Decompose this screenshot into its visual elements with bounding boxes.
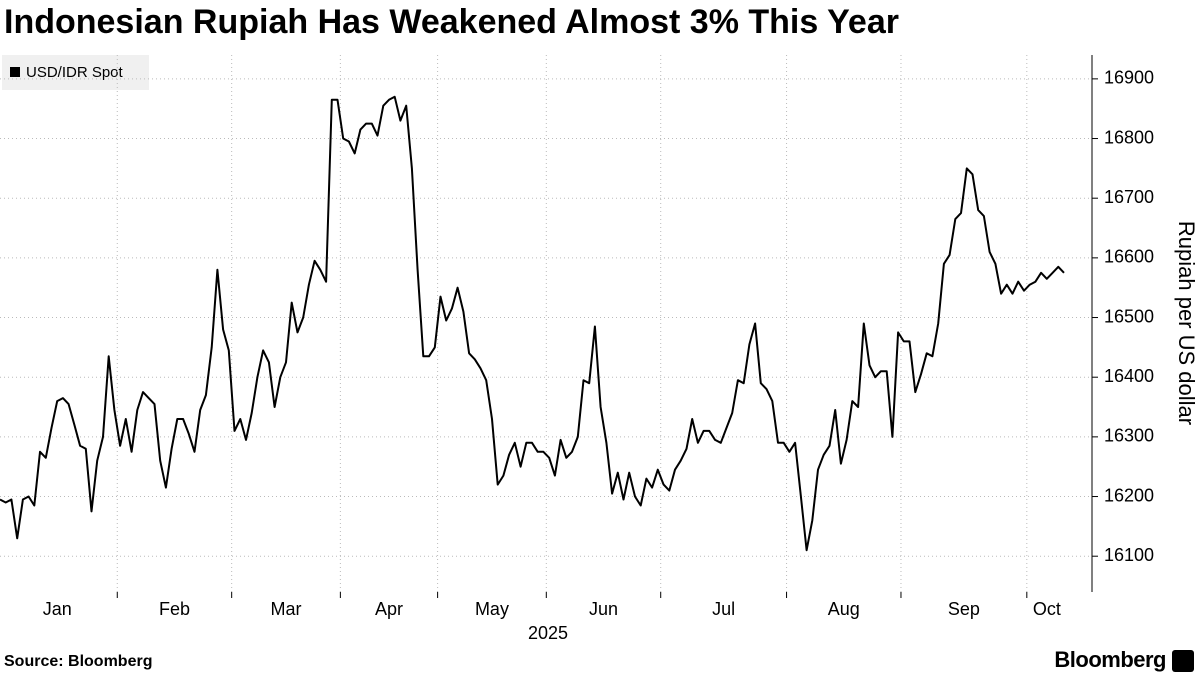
legend-swatch (10, 67, 20, 77)
x-tick-label: Jul (712, 599, 735, 619)
legend-box (2, 55, 149, 90)
y-tick-label: 16900 (1104, 68, 1154, 88)
y-tick-label: 16700 (1104, 187, 1154, 207)
x-tick-label: Oct (1033, 599, 1061, 619)
source: Source: Bloomberg (4, 653, 152, 670)
y-tick-label: 16800 (1104, 127, 1154, 147)
y-tick-label: 16300 (1104, 426, 1154, 446)
x-tick-label: Sep (948, 599, 980, 619)
x-tick-label: Mar (271, 599, 302, 619)
y-tick-label: 16200 (1104, 485, 1154, 505)
x-tick-label: Feb (159, 599, 190, 619)
y-tick-label: 16500 (1104, 306, 1154, 326)
y-tick-label: 16600 (1104, 247, 1154, 267)
x-tick-label: Apr (375, 599, 403, 619)
y-tick-label: 16100 (1104, 545, 1154, 565)
x-tick-label: Jan (43, 599, 72, 619)
brand-icon (1172, 650, 1194, 672)
x-tick-label: Jun (589, 599, 618, 619)
legend-label: USD/IDR Spot (26, 64, 124, 81)
x-tick-label: May (475, 599, 509, 619)
brand: Bloomberg (1054, 647, 1166, 672)
x-tick-label: Aug (828, 599, 860, 619)
line (0, 95, 1065, 552)
y-axis-label: Rupiah per US dollar (1174, 221, 1199, 425)
x-axis-label: 2025 (528, 623, 568, 643)
y-tick-label: 16400 (1104, 366, 1154, 386)
chart-title: Indonesian Rupiah Has Weakened Almost 3%… (4, 3, 899, 41)
